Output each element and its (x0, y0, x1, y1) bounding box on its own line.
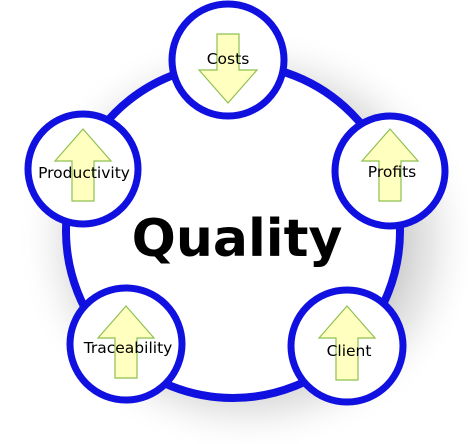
up-arrow-icon (96, 305, 156, 379)
up-arrow-icon (317, 305, 377, 381)
node-client: Client (287, 286, 407, 406)
node-client-label: Client (327, 342, 372, 360)
node-profits: Profits (331, 112, 449, 230)
up-arrow-icon (53, 128, 113, 202)
node-productivity-label: Productivity (38, 164, 130, 182)
node-costs-label: Costs (207, 50, 250, 68)
node-profits-label: Profits (368, 163, 417, 181)
down-arrow-icon (197, 33, 259, 104)
up-arrow-icon (360, 128, 420, 202)
node-costs: Costs (168, 0, 288, 120)
center-title: Quality (132, 209, 343, 269)
node-traceability-label: Traceability (83, 339, 173, 357)
node-productivity: Productivity (24, 110, 142, 228)
node-traceability: Traceability (66, 284, 186, 404)
